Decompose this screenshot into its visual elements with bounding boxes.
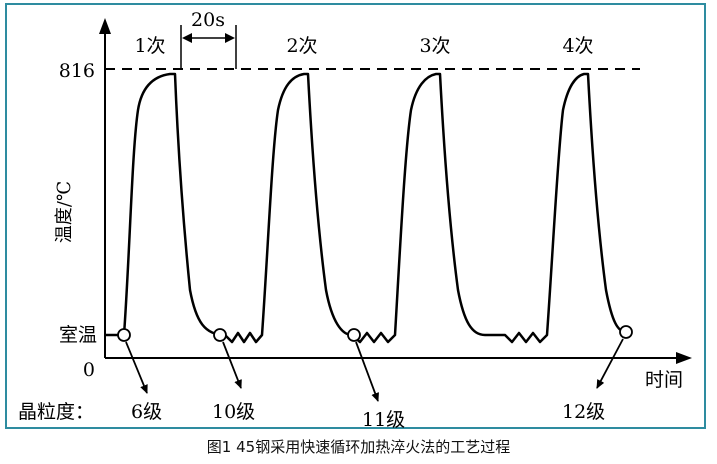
grain-size-6: 6级 bbox=[131, 401, 162, 423]
cycle-label-4: 4次 bbox=[562, 35, 593, 57]
cycle-label-2: 2次 bbox=[286, 35, 317, 57]
grain-arrow-10 bbox=[222, 341, 242, 389]
grain-point-10 bbox=[213, 328, 227, 342]
grain-arrow-6 bbox=[125, 341, 148, 394]
grain-size-11: 11级 bbox=[362, 409, 405, 430]
cycle-label-1: 1次 bbox=[134, 35, 165, 57]
hold-time-right-arrow-icon bbox=[225, 33, 235, 43]
grain-point-12 bbox=[619, 325, 633, 339]
grain-prefix-label: 晶粒度： bbox=[18, 401, 94, 423]
y-tick-zero: 0 bbox=[83, 359, 95, 381]
hold-time-label: 20s bbox=[191, 9, 225, 31]
grain-arrow-12 bbox=[596, 338, 624, 389]
temperature-cycle-curve bbox=[105, 72, 627, 344]
x-axis-title: 时间 bbox=[645, 369, 683, 391]
chart: 816 室温 0 温度/℃ 时间 20s 1次 2次 3次 4次 晶粒度： 6级… bbox=[18, 9, 692, 430]
hold-time-left-arrow-icon bbox=[182, 33, 192, 43]
y-axis-arrow-icon bbox=[99, 18, 111, 34]
grain-point-11 bbox=[347, 328, 361, 342]
cycle-label-3: 3次 bbox=[419, 35, 450, 57]
grain-point-6 bbox=[117, 328, 131, 342]
y-tick-816: 816 bbox=[59, 60, 95, 82]
grain-size-12: 12级 bbox=[562, 401, 605, 423]
y-tick-room-temp: 室温 bbox=[59, 324, 97, 346]
grain-arrow-11 bbox=[355, 341, 379, 402]
y-axis-title: 温度/℃ bbox=[54, 181, 75, 243]
figure-caption: 图1 45钢采用快速循环加热淬火法的工艺过程 bbox=[206, 438, 511, 456]
x-axis-arrow-icon bbox=[676, 352, 692, 364]
grain-size-10: 10级 bbox=[212, 401, 255, 423]
